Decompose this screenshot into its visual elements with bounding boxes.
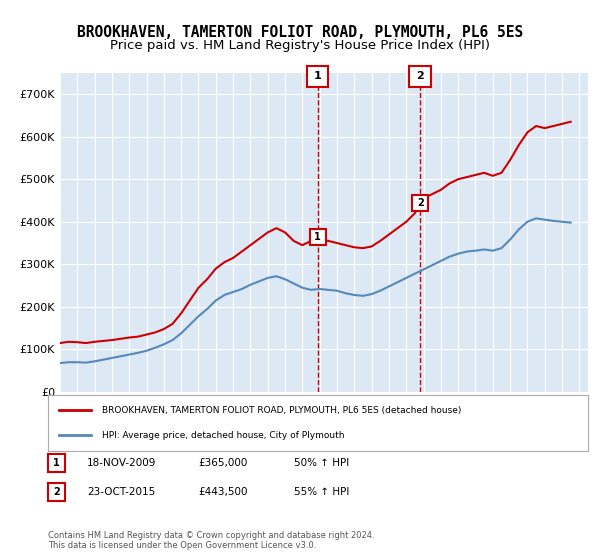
Text: 50% ↑ HPI: 50% ↑ HPI: [294, 458, 349, 468]
Text: 2: 2: [417, 198, 424, 208]
Text: 2: 2: [53, 487, 60, 497]
Text: 55% ↑ HPI: 55% ↑ HPI: [294, 487, 349, 497]
Text: 1: 1: [314, 71, 322, 81]
Text: 23-OCT-2015: 23-OCT-2015: [87, 487, 155, 497]
Text: £365,000: £365,000: [198, 458, 247, 468]
Text: 2: 2: [416, 71, 424, 81]
Text: HPI: Average price, detached house, City of Plymouth: HPI: Average price, detached house, City…: [102, 431, 344, 440]
Text: 18-NOV-2009: 18-NOV-2009: [87, 458, 157, 468]
Text: BROOKHAVEN, TAMERTON FOLIOT ROAD, PLYMOUTH, PL6 5ES: BROOKHAVEN, TAMERTON FOLIOT ROAD, PLYMOU…: [77, 25, 523, 40]
Text: 1: 1: [314, 232, 321, 242]
Text: BROOKHAVEN, TAMERTON FOLIOT ROAD, PLYMOUTH, PL6 5ES (detached house): BROOKHAVEN, TAMERTON FOLIOT ROAD, PLYMOU…: [102, 406, 461, 415]
Text: 1: 1: [53, 458, 60, 468]
Text: £443,500: £443,500: [198, 487, 248, 497]
Text: Contains HM Land Registry data © Crown copyright and database right 2024.
This d: Contains HM Land Registry data © Crown c…: [48, 530, 374, 550]
Text: Price paid vs. HM Land Registry's House Price Index (HPI): Price paid vs. HM Land Registry's House …: [110, 39, 490, 52]
